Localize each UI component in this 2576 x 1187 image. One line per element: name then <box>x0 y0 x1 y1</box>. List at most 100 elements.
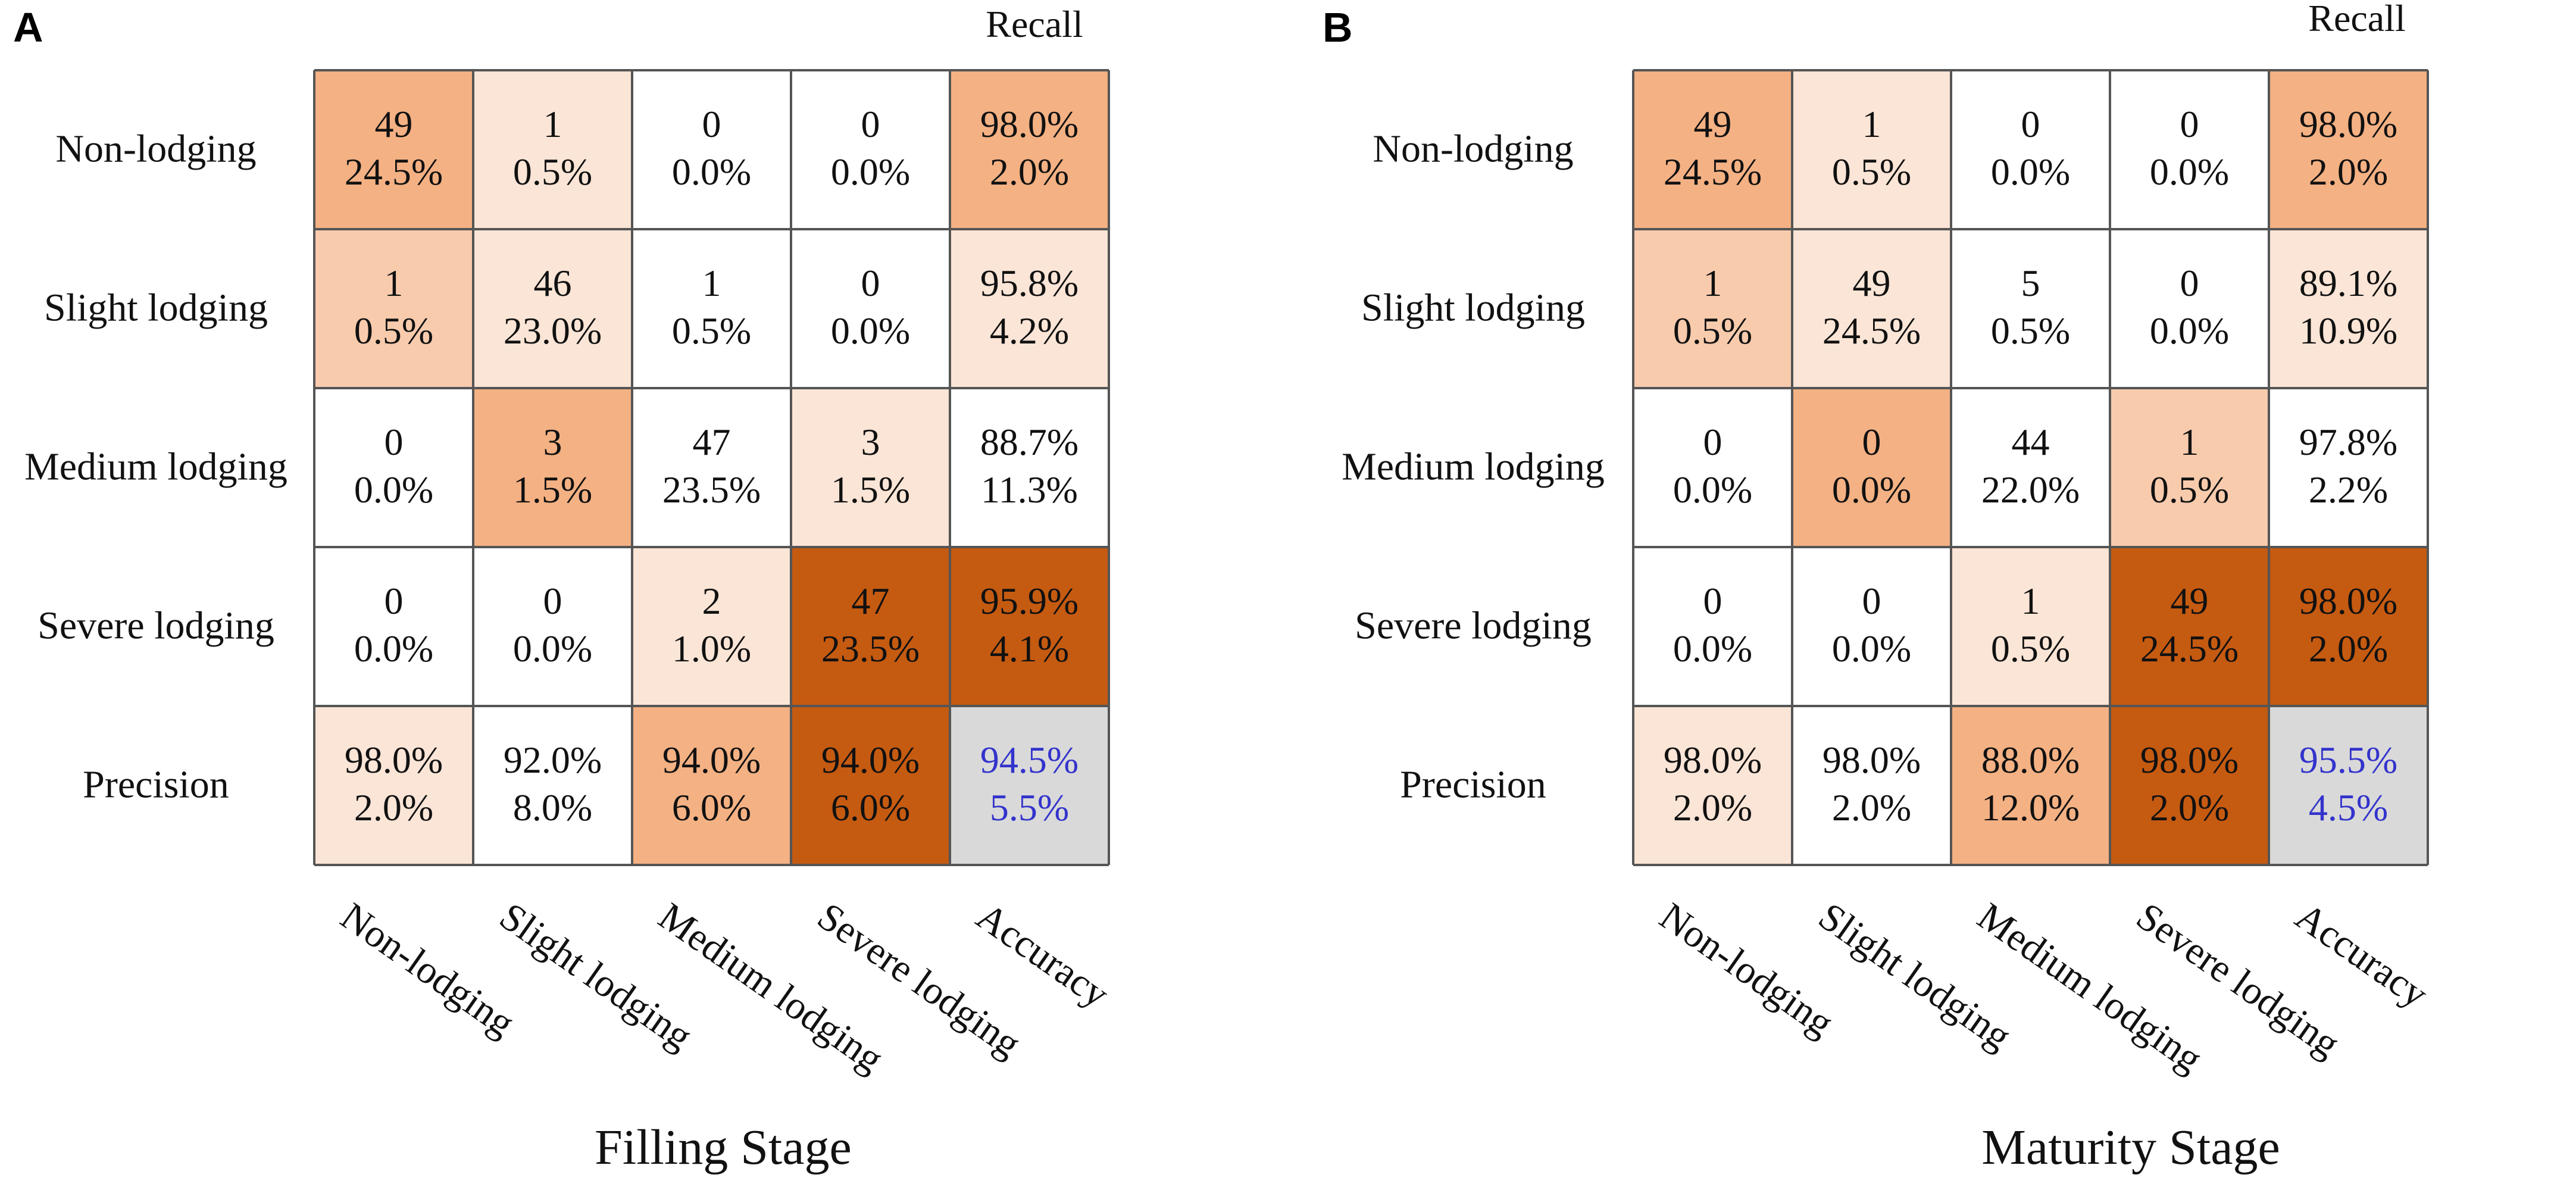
matrix-cell-value: 49 <box>1694 103 1732 145</box>
matrix-cell-value: 0 <box>384 580 404 622</box>
matrix-cell <box>1792 547 1951 706</box>
matrix-cell-value: 0 <box>1703 421 1722 463</box>
matrix-cell-percent: 1.5% <box>831 468 910 511</box>
precision-cell-value: 92.0% <box>504 739 602 781</box>
precision-cell <box>314 706 473 865</box>
accuracy-cell <box>2269 706 2428 865</box>
matrix-cell <box>1951 229 2110 388</box>
matrix-cell <box>2110 388 2269 547</box>
matrix-cell-value: 3 <box>861 421 880 463</box>
recall-cell-value: 89.1% <box>2299 262 2397 304</box>
matrix-cell-percent: 0.5% <box>1991 310 2070 352</box>
matrix-cell-percent: 23.5% <box>662 468 761 511</box>
precision-cell-value: 94.0% <box>662 739 761 781</box>
matrix-cell-value: 0 <box>861 262 880 304</box>
matrix-cell <box>473 388 632 547</box>
precision-cell-value: 98.0% <box>345 739 443 781</box>
recall-cell-percent: 10.9% <box>2299 310 2397 352</box>
precision-label: Precision <box>83 763 229 807</box>
matrix-cell-percent: 24.5% <box>2140 627 2239 670</box>
matrix-cell-value: 1 <box>543 103 562 145</box>
accuracy-cell-value: 94.5% <box>980 739 1078 781</box>
precision-cell-value: 98.0% <box>1822 739 1921 781</box>
precision-cell-percent: 8.0% <box>513 786 592 829</box>
stage-title: Filling Stage <box>595 1120 852 1175</box>
precision-cell-value: 88.0% <box>1981 739 2080 781</box>
matrix-cell-percent: 0.0% <box>1832 627 1911 670</box>
column-label: Non-lodging <box>1652 894 1841 1045</box>
matrix-cell <box>2110 229 2269 388</box>
recall-cell <box>2269 388 2428 547</box>
accuracy-label: Accuracy <box>968 894 1117 1016</box>
matrix-cell-value: 46 <box>534 262 572 304</box>
matrix-cell-percent: 0.5% <box>1673 310 1752 352</box>
matrix-cell-percent: 0.5% <box>513 151 592 193</box>
precision-cell-percent: 2.0% <box>2150 786 2229 829</box>
matrix-cell <box>314 388 473 547</box>
stage-title: Maturity Stage <box>1981 1120 2280 1175</box>
matrix-cell <box>791 547 950 706</box>
recall-cell-value: 98.0% <box>2299 103 2397 145</box>
matrix-cell-percent: 23.0% <box>504 310 602 352</box>
matrix-cell <box>1633 70 1792 229</box>
recall-cell-percent: 2.0% <box>2309 627 2388 670</box>
precision-cell <box>791 706 950 865</box>
accuracy-label: Accuracy <box>2287 894 2436 1016</box>
recall-cell-value: 97.8% <box>2299 421 2397 463</box>
recall-cell-percent: 2.0% <box>2309 151 2388 193</box>
matrix-cell-value: 0 <box>2180 262 2199 304</box>
matrix-cell-value: 49 <box>2171 580 2209 622</box>
matrix-cell-value: 1 <box>1703 262 1722 304</box>
precision-cell <box>1951 706 2110 865</box>
matrix-cell-value: 49 <box>1853 262 1891 304</box>
matrix-cell <box>314 229 473 388</box>
row-label: Non-lodging <box>55 127 256 171</box>
recall-cell <box>950 388 1109 547</box>
precision-label: Precision <box>1400 763 1546 807</box>
recall-label: Recall <box>2308 0 2405 39</box>
accuracy-cell-percent: 4.5% <box>2309 786 2388 829</box>
matrix-cell-value: 3 <box>543 421 562 463</box>
matrix-cell <box>314 547 473 706</box>
matrix-cell-percent: 22.0% <box>1981 468 2080 511</box>
matrix-cell-percent: 24.5% <box>1664 151 1762 193</box>
precision-cell-value: 98.0% <box>2140 739 2239 781</box>
matrix-cell-percent: 0.5% <box>2150 468 2229 511</box>
precision-cell-percent: 12.0% <box>1981 786 2080 829</box>
matrix-cell <box>1792 388 1951 547</box>
matrix-cell-value: 1 <box>2021 580 2040 622</box>
precision-cell <box>632 706 791 865</box>
matrix-cell <box>632 547 791 706</box>
recall-cell <box>2269 70 2428 229</box>
row-label: Slight lodging <box>44 286 268 330</box>
recall-cell-value: 98.0% <box>980 103 1078 145</box>
recall-cell-percent: 11.3% <box>981 468 1078 511</box>
precision-cell-value: 98.0% <box>1664 739 1762 781</box>
matrix-cell-value: 47 <box>852 580 890 622</box>
recall-cell <box>950 229 1109 388</box>
matrix-cell-percent: 0.0% <box>1673 627 1752 670</box>
row-label: Non-lodging <box>1373 127 1573 171</box>
precision-cell-percent: 6.0% <box>831 786 910 829</box>
matrix-cell-percent: 0.0% <box>2150 151 2229 193</box>
matrix-cell <box>473 547 632 706</box>
matrix-cell <box>1792 70 1951 229</box>
matrix-cell-percent: 0.5% <box>1832 151 1911 193</box>
matrix-cell-percent: 0.5% <box>672 310 751 352</box>
matrix-cell <box>1951 70 2110 229</box>
recall-cell-value: 88.7% <box>980 421 1078 463</box>
row-label: Medium lodging <box>1342 445 1605 489</box>
matrix-cell <box>791 229 950 388</box>
matrix-cell-value: 47 <box>693 421 731 463</box>
recall-cell-percent: 2.0% <box>990 151 1069 193</box>
matrix-cell-percent: 23.5% <box>821 627 920 670</box>
matrix-cell-percent: 0.0% <box>2150 310 2229 352</box>
panel-b: B Recall4924.5%10.5%00.0%00.0%98.0%2.0%10… <box>1323 0 2436 1175</box>
matrix-cell-percent: 0.0% <box>1673 468 1752 511</box>
matrix-cell-value: 0 <box>1703 580 1722 622</box>
row-label: Severe lodging <box>1355 604 1592 648</box>
matrix-cell-value: 0 <box>384 421 404 463</box>
recall-label: Recall <box>986 3 1083 45</box>
recall-cell <box>950 547 1109 706</box>
recall-cell <box>2269 547 2428 706</box>
